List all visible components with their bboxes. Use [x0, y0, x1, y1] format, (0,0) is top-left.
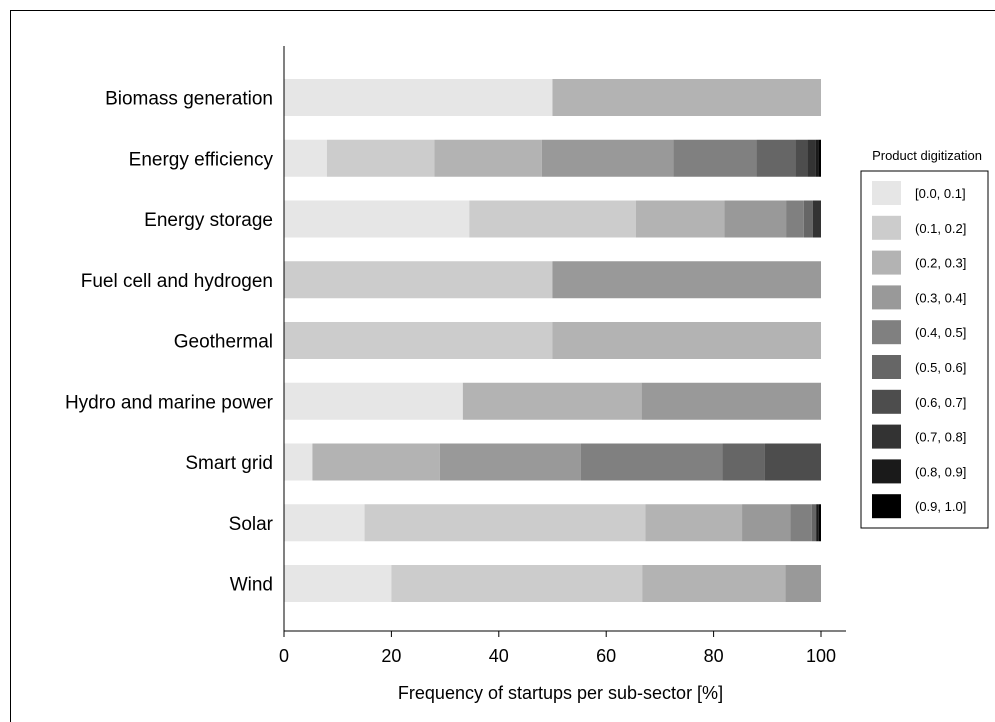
bar-segment-smart-grid-7: [764, 443, 821, 481]
legend-swatch-7: [872, 389, 901, 414]
legend-swatch-2: [872, 215, 901, 240]
x-axis-title: Frequency of startups per sub-sector [%]: [398, 683, 723, 703]
legend-swatch-3: [872, 250, 901, 275]
bar-segment-solar-5: [790, 504, 812, 542]
bar-segment-energy-efficiency-8: [807, 139, 816, 177]
bar-segment-energy-efficiency-5: [673, 139, 757, 177]
legend-swatch-4: [872, 285, 901, 310]
bar-segment-fuel-cell-and-hydrogen-4: [552, 261, 821, 299]
bar-segment-energy-storage-2: [469, 200, 636, 238]
bar-segment-smart-grid-6: [722, 443, 765, 481]
legend-items: [0.0, 0.1] (0.1, 0.2] (0.2, 0.3] (0.3, 0.4]…: [872, 181, 966, 519]
category-label-fuel-cell-and-hydrogen: Fuel cell and hydrogen: [81, 271, 273, 292]
category-label-wind: Wind: [230, 575, 273, 596]
x-axis-ticks: 0 20 40 60 80 100: [279, 631, 836, 666]
bar-segment-hydro-and-marine-power-1: [284, 382, 463, 420]
bar-segment-smart-grid-3: [312, 443, 440, 481]
bar-segment-wind-4: [785, 565, 821, 602]
legend-label-9: (0.8, 0.9]: [915, 464, 966, 479]
bar-segment-energy-efficiency-4: [541, 139, 674, 177]
bars-group: [284, 79, 821, 602]
legend-label-3: (0.2, 0.3]: [915, 256, 966, 271]
bar-segment-wind-2: [391, 565, 643, 602]
legend-swatch-5: [872, 320, 901, 345]
legend-label-7: (0.6, 0.7]: [915, 395, 966, 410]
bar-segment-energy-storage-3: [635, 200, 725, 238]
bar-segment-hydro-and-marine-power-3: [462, 382, 642, 420]
x-tick-label-40: 40: [489, 646, 509, 666]
bar-segment-energy-efficiency-3: [434, 139, 542, 177]
bar-segment-smart-grid-4: [439, 443, 581, 481]
category-labels: Biomass generation Energy efficiency Energ…: [65, 89, 274, 596]
category-label-solar: Solar: [229, 514, 274, 535]
category-label-smart-grid: Smart grid: [185, 453, 273, 474]
legend-label-2: (0.1, 0.2]: [915, 221, 966, 236]
bar-segment-energy-efficiency-6: [756, 139, 796, 177]
category-label-energy-storage: Energy storage: [144, 210, 273, 231]
bar-segment-fuel-cell-and-hydrogen-2: [284, 261, 553, 299]
bar-segment-solar-1: [284, 504, 365, 542]
bar-segment-energy-efficiency-1: [284, 139, 327, 177]
legend-swatch-10: [872, 494, 901, 519]
bar-segment-solar-9: [816, 504, 819, 542]
legend: Product digitization [0.0, 0.1] (0.1, 0.2…: [860, 148, 989, 529]
bar-segment-energy-efficiency-10: [818, 139, 821, 177]
bar-segment-solar-2: [364, 504, 646, 542]
legend-box: [860, 170, 989, 529]
bar-segment-wind-1: [284, 565, 392, 602]
bar-segment-biomass-generation-1: [284, 79, 553, 116]
bar-segment-energy-efficiency-2: [326, 139, 435, 177]
bar-segment-smart-grid-1: [284, 443, 313, 481]
legend-label-4: (0.3, 0.4]: [915, 290, 966, 305]
bar-segment-biomass-generation-3: [552, 79, 821, 116]
legend-title: Product digitization: [872, 148, 982, 163]
legend-label-5: (0.4, 0.5]: [915, 325, 966, 340]
legend-swatch-1: [872, 181, 901, 205]
bar-segment-solar-3: [645, 504, 743, 542]
legend-swatch-8: [872, 424, 901, 449]
bar-segment-energy-storage-6: [803, 200, 813, 238]
bar-segment-energy-storage-1: [284, 200, 470, 238]
bar-segment-hydro-and-marine-power-4: [641, 382, 821, 420]
legend-label-1: [0.0, 0.1]: [915, 186, 966, 201]
x-tick-label-0: 0: [279, 646, 289, 666]
category-label-energy-efficiency: Energy efficiency: [129, 149, 274, 170]
bar-segment-geothermal-2: [284, 322, 553, 359]
bar-segment-solar-10: [818, 504, 821, 542]
category-label-hydro-and-marine-power: Hydro and marine power: [65, 392, 274, 413]
category-label-biomass-generation: Biomass generation: [105, 89, 273, 110]
bar-segment-energy-storage-8: [812, 200, 821, 238]
x-tick-label-20: 20: [381, 646, 401, 666]
bar-segment-energy-storage-4: [724, 200, 787, 238]
bar-segment-energy-efficiency-7: [795, 139, 808, 177]
bar-segment-smart-grid-5: [580, 443, 723, 481]
bar-segment-solar-6: [811, 504, 817, 542]
bar-segment-energy-efficiency-9: [815, 139, 819, 177]
x-tick-label-60: 60: [596, 646, 616, 666]
bar-segment-energy-storage-5: [786, 200, 804, 238]
figure-frame: [10, 10, 995, 722]
legend-swatch-9: [872, 459, 901, 484]
legend-swatch-6: [872, 355, 901, 379]
legend-label-8: (0.7, 0.8]: [915, 430, 966, 445]
bar-segment-geothermal-3: [552, 322, 821, 359]
legend-label-6: (0.5, 0.6]: [915, 360, 966, 375]
category-label-geothermal: Geothermal: [174, 332, 273, 353]
x-tick-label-80: 80: [704, 646, 724, 666]
legend-label-10: (0.9, 1.0]: [915, 499, 966, 514]
bar-segment-wind-3: [642, 565, 786, 602]
bar-segment-solar-4: [742, 504, 791, 542]
x-tick-label-100: 100: [806, 646, 836, 666]
